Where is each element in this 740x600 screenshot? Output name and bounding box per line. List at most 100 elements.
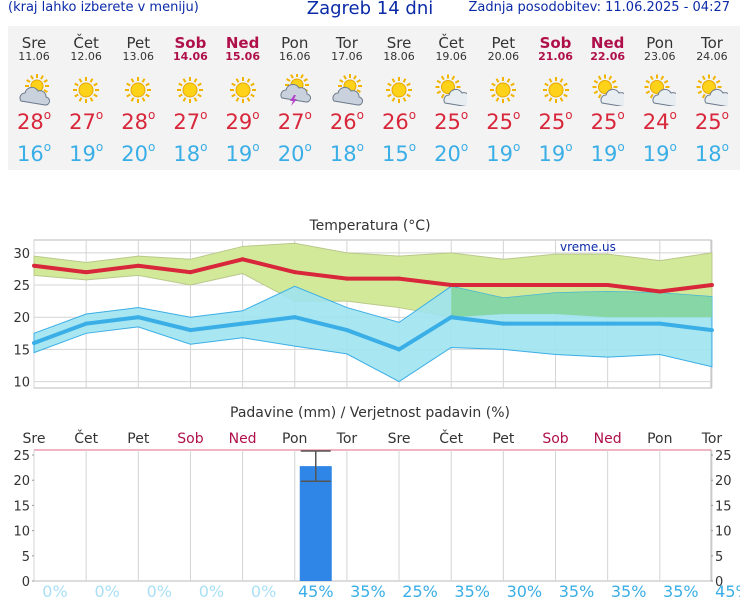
sun-icon bbox=[73, 77, 100, 103]
x-tick-label: Tor bbox=[336, 431, 358, 447]
y-tick-label-right: 10 bbox=[715, 525, 732, 540]
y-tick-label-left: 20 bbox=[13, 474, 30, 489]
y-tick-label-right: 20 bbox=[715, 474, 732, 489]
y-tick-label: 30 bbox=[13, 247, 30, 262]
degree-mark: o bbox=[669, 108, 677, 122]
precip-probability: 35% bbox=[350, 582, 386, 600]
min-temp-point bbox=[84, 321, 89, 326]
day-name: Čet bbox=[73, 34, 99, 52]
min-temp: 19o bbox=[634, 140, 686, 166]
max-temp-point bbox=[292, 270, 297, 275]
y-tick-label: 15 bbox=[13, 343, 30, 358]
min-temp-value: 19 bbox=[69, 142, 96, 166]
max-temp-value: 27 bbox=[173, 110, 201, 134]
precip-probability: 30% bbox=[507, 582, 543, 600]
max-temp-value: 29 bbox=[225, 110, 253, 134]
min-temp-line bbox=[33, 315, 713, 352]
day-date: 12.06 bbox=[70, 50, 102, 63]
min-temp-point bbox=[188, 328, 193, 333]
day-name: Ned bbox=[225, 34, 260, 52]
day-date: 22.06 bbox=[590, 50, 626, 63]
degree-mark: o bbox=[565, 140, 573, 154]
header-location-hint[interactable]: (kraj lahko izberete v meniju) bbox=[8, 0, 199, 15]
precip-probability: 0% bbox=[251, 582, 276, 600]
min-temp-range-band bbox=[33, 285, 713, 383]
min-temp: 18o bbox=[321, 140, 373, 166]
x-tick-label: Ned bbox=[594, 431, 622, 447]
degree-mark: o bbox=[147, 108, 156, 122]
degree-mark: o bbox=[721, 108, 729, 122]
precip-probability: 35% bbox=[454, 582, 490, 600]
plot-area bbox=[33, 449, 712, 582]
sun-icon bbox=[177, 77, 204, 103]
sun-icon bbox=[490, 77, 517, 103]
max-temp: 25o bbox=[582, 108, 634, 134]
page-title: Zagreb 14 dni bbox=[306, 0, 434, 19]
min-temp-point bbox=[605, 321, 610, 326]
precip-probability: 25% bbox=[402, 582, 438, 600]
precip-probability: 45% bbox=[298, 582, 334, 600]
y-tick-label-left: 0 bbox=[22, 575, 30, 590]
max-temp-point bbox=[605, 283, 610, 288]
max-temp: 24o bbox=[634, 108, 686, 134]
day-date: 24.06 bbox=[696, 50, 728, 63]
max-temp: 26o bbox=[373, 108, 425, 134]
day-date: 14.06 bbox=[173, 50, 208, 63]
min-temp-point bbox=[501, 321, 506, 326]
max-temp-line bbox=[33, 257, 713, 294]
day-name: Sre bbox=[21, 34, 47, 52]
max-temp: 26o bbox=[321, 108, 373, 134]
max-temp-point bbox=[84, 270, 89, 275]
degree-mark: o bbox=[721, 140, 729, 154]
max-temp-point bbox=[32, 263, 36, 268]
sun-icon bbox=[386, 77, 413, 103]
x-tick-label: Ned bbox=[229, 431, 257, 447]
day-name: Pon bbox=[281, 34, 309, 52]
max-temp-point bbox=[501, 283, 506, 288]
max-temp: 25o bbox=[686, 108, 738, 134]
max-temp-value: 27 bbox=[277, 110, 305, 134]
max-temp-point bbox=[657, 289, 662, 294]
day-name: Tor bbox=[335, 34, 358, 52]
min-temp-value: 19 bbox=[486, 142, 514, 166]
day-name: Pet bbox=[491, 34, 516, 52]
max-temp-value: 26 bbox=[382, 110, 409, 134]
min-temp: 18o bbox=[164, 140, 216, 166]
min-temp-value: 16 bbox=[16, 142, 44, 166]
max-temp-value: 25 bbox=[434, 110, 461, 134]
degree-mark: o bbox=[200, 140, 208, 154]
day-name: Ned bbox=[590, 34, 625, 52]
last-update: Zadnja posodobitev: 11.06.2025 - 04:27 bbox=[468, 0, 730, 15]
degree-mark: o bbox=[95, 108, 104, 122]
max-temp: 25o bbox=[477, 108, 529, 134]
min-temp: 19o bbox=[477, 140, 529, 166]
y-tick-label: 20 bbox=[13, 311, 30, 326]
x-tick-label: Sre bbox=[23, 431, 46, 447]
y-tick-label: 10 bbox=[13, 376, 30, 391]
x-tick-label: Sre bbox=[388, 431, 411, 447]
degree-mark: o bbox=[304, 140, 312, 154]
max-temp-value: 25 bbox=[486, 110, 514, 134]
day-date: 21.06 bbox=[538, 50, 573, 63]
degree-mark: o bbox=[43, 140, 52, 154]
degree-mark: o bbox=[304, 108, 312, 122]
x-tick-label: Pet bbox=[127, 431, 150, 447]
max-temp: 28o bbox=[8, 108, 60, 134]
degree-mark: o bbox=[147, 140, 156, 154]
degree-mark: o bbox=[408, 140, 417, 154]
max-temp-value: 24 bbox=[642, 110, 670, 134]
y-tick-label-left: 15 bbox=[13, 499, 30, 514]
precip-probability: 0% bbox=[147, 582, 172, 600]
degree-mark: o bbox=[252, 108, 260, 122]
degree-mark: o bbox=[617, 140, 625, 154]
x-tick-label: Tor bbox=[701, 431, 723, 447]
max-temp-value: 25 bbox=[590, 110, 618, 134]
watermark: vreme.us bbox=[560, 240, 616, 254]
min-temp-point bbox=[344, 328, 349, 333]
x-tick-label: Čet bbox=[439, 429, 463, 447]
min-temp-point bbox=[32, 340, 36, 345]
max-temp-point bbox=[240, 257, 245, 262]
day-date: 19.06 bbox=[435, 50, 467, 63]
max-temp-value: 27 bbox=[69, 110, 96, 134]
degree-mark: o bbox=[617, 108, 625, 122]
